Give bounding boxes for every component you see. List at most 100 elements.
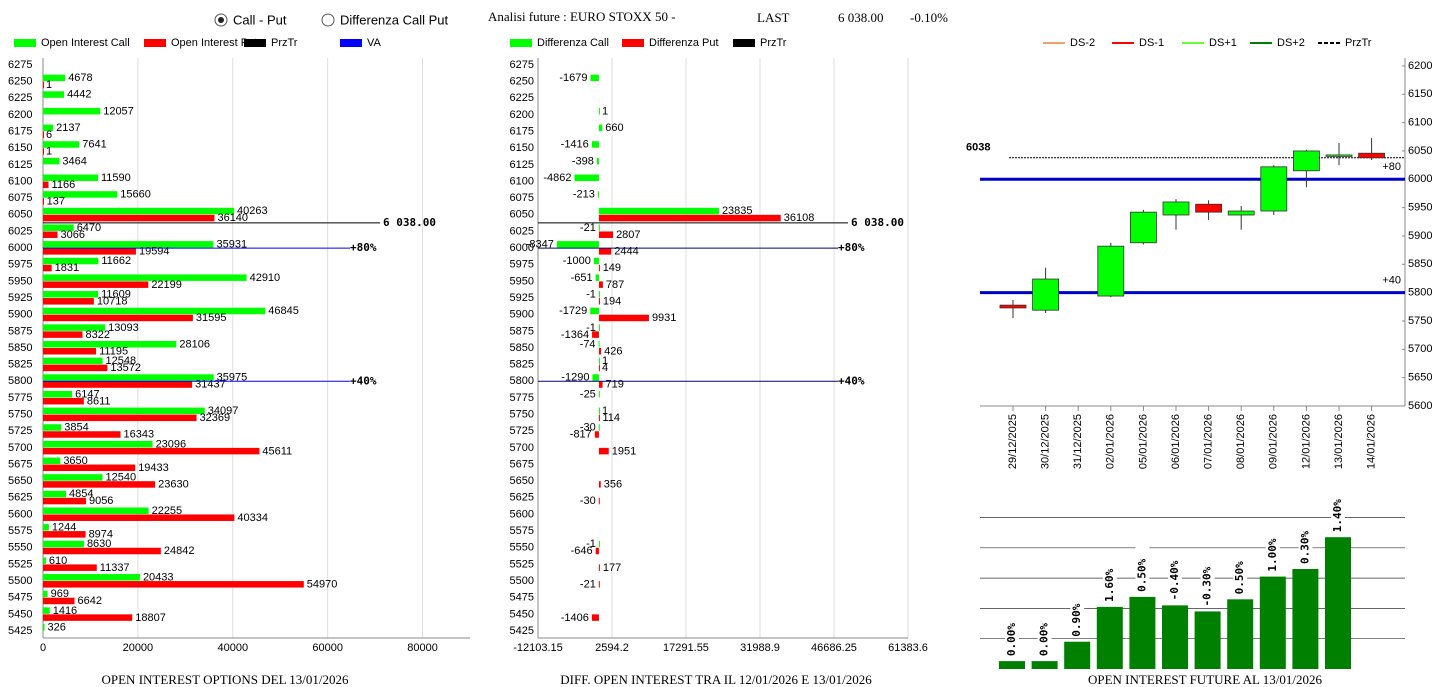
bar [590, 307, 599, 315]
bar-label: -25 [580, 388, 596, 400]
bar-label: 0.30% [1298, 531, 1311, 564]
bar [598, 390, 600, 398]
y-tick-label: 6275 [510, 59, 534, 71]
bar [598, 314, 649, 322]
bar-label: 9056 [89, 495, 113, 507]
y-tick-label: 5725 [8, 425, 32, 437]
bar [43, 131, 44, 139]
y-tick-label: 6175 [8, 125, 32, 137]
bar-label: -21 [580, 222, 596, 234]
candle-body [1195, 203, 1222, 213]
y-tick-label: 5625 [510, 492, 534, 504]
x-tick-label: -12103.15 [513, 642, 563, 654]
bar [598, 407, 600, 415]
bar-label: 1 [602, 355, 608, 367]
bar [598, 414, 600, 422]
radio-label[interactable]: Call - Put [233, 12, 287, 27]
y-tick-label: 5850 [510, 342, 534, 354]
bar-label: 12540 [105, 472, 136, 484]
legend-swatch [144, 39, 166, 47]
bar-label: 28106 [179, 338, 210, 350]
bar-label: 12057 [103, 105, 134, 117]
y-tick-label: 6275 [8, 59, 32, 71]
bar [598, 381, 603, 388]
y-tick-label: 5575 [510, 525, 534, 537]
y-tick-label: 6225 [510, 92, 534, 104]
y-tick-label: 6000 [510, 242, 534, 254]
y-tick-label: 6150 [510, 142, 534, 154]
y-tick-label: 5975 [510, 259, 534, 271]
radio-label[interactable]: Differenza Call Put [340, 12, 449, 27]
y-tick-label: 5700 [8, 442, 32, 454]
y-tick-label: 5550 [8, 542, 32, 554]
bar-label: 0.50% [1135, 558, 1148, 591]
y-tick-label: 5425 [510, 625, 534, 637]
bar-label: 36108 [784, 212, 815, 224]
y-tick-label: 5950 [8, 275, 32, 287]
y-tick-label: 5900 [1408, 230, 1432, 242]
bar [43, 474, 103, 481]
bar-label: 356 [604, 479, 622, 491]
y-tick-label: 5825 [510, 359, 534, 371]
bar-label: 10718 [97, 295, 128, 307]
x-tick-label: 13/01/2026 [1333, 414, 1345, 469]
legend-label: Differenza Call [537, 37, 609, 49]
y-tick-label: 5775 [510, 392, 534, 404]
candle-body [1260, 166, 1288, 212]
y-tick-label: 5925 [8, 292, 32, 304]
bar-label: -1679 [559, 72, 587, 84]
legend-label: PrzTr [760, 37, 787, 49]
y-tick-label: 5875 [8, 325, 32, 337]
bar [598, 224, 600, 231]
bar-label: 35931 [216, 239, 247, 251]
bar [598, 497, 600, 505]
bar-label: 3066 [61, 229, 85, 241]
bar [1325, 537, 1351, 669]
bar [43, 348, 97, 355]
legend-swatch [510, 39, 532, 47]
bar-label: 20433 [143, 571, 174, 583]
bar-label: -817 [570, 429, 592, 441]
y-tick-label: 5650 [8, 475, 32, 487]
bar [598, 281, 603, 288]
bar-label: -1 [586, 322, 596, 334]
bar-label: 40263 [237, 205, 268, 217]
bar [43, 457, 61, 465]
bar [43, 464, 136, 472]
bar [43, 374, 214, 381]
chart-title: OPEN INTEREST FUTURE AL 13/01/2026 [1088, 672, 1323, 687]
legend-label: DS-2 [1070, 37, 1095, 49]
bar [43, 547, 161, 555]
bar [43, 207, 235, 215]
bar [598, 447, 609, 455]
x-tick-label: 09/01/2026 [1268, 414, 1280, 469]
va-label: +40% [838, 374, 865, 387]
bar [43, 157, 60, 165]
x-tick-label: 14/01/2026 [1366, 414, 1378, 469]
bar-label: 719 [606, 379, 624, 391]
y-tick-label: 6150 [8, 142, 32, 154]
y-tick-label: 5700 [1408, 343, 1432, 355]
legend-swatch [244, 39, 266, 47]
x-tick-label: 17291.55 [663, 642, 709, 654]
last-value: 6 038.00 [838, 10, 884, 25]
bar-label: -1406 [561, 612, 589, 624]
bar [596, 157, 599, 165]
radio-diff[interactable] [321, 13, 335, 27]
x-tick-label: 06/01/2026 [1170, 414, 1182, 469]
bar-label: -1416 [561, 139, 589, 151]
bar [43, 214, 215, 222]
bar [593, 257, 599, 265]
y-tick-label: 5750 [1408, 315, 1432, 327]
bar-label: -21 [580, 578, 596, 590]
bar [43, 341, 177, 348]
bar-label: 610 [49, 555, 67, 567]
x-tick-label: 0 [40, 642, 46, 654]
x-tick-label: 02/01/2026 [1105, 414, 1117, 469]
bar [43, 381, 193, 388]
y-tick-label: 6125 [8, 159, 32, 171]
bar-label: 1416 [53, 605, 77, 617]
y-tick-label: 5475 [8, 592, 32, 604]
